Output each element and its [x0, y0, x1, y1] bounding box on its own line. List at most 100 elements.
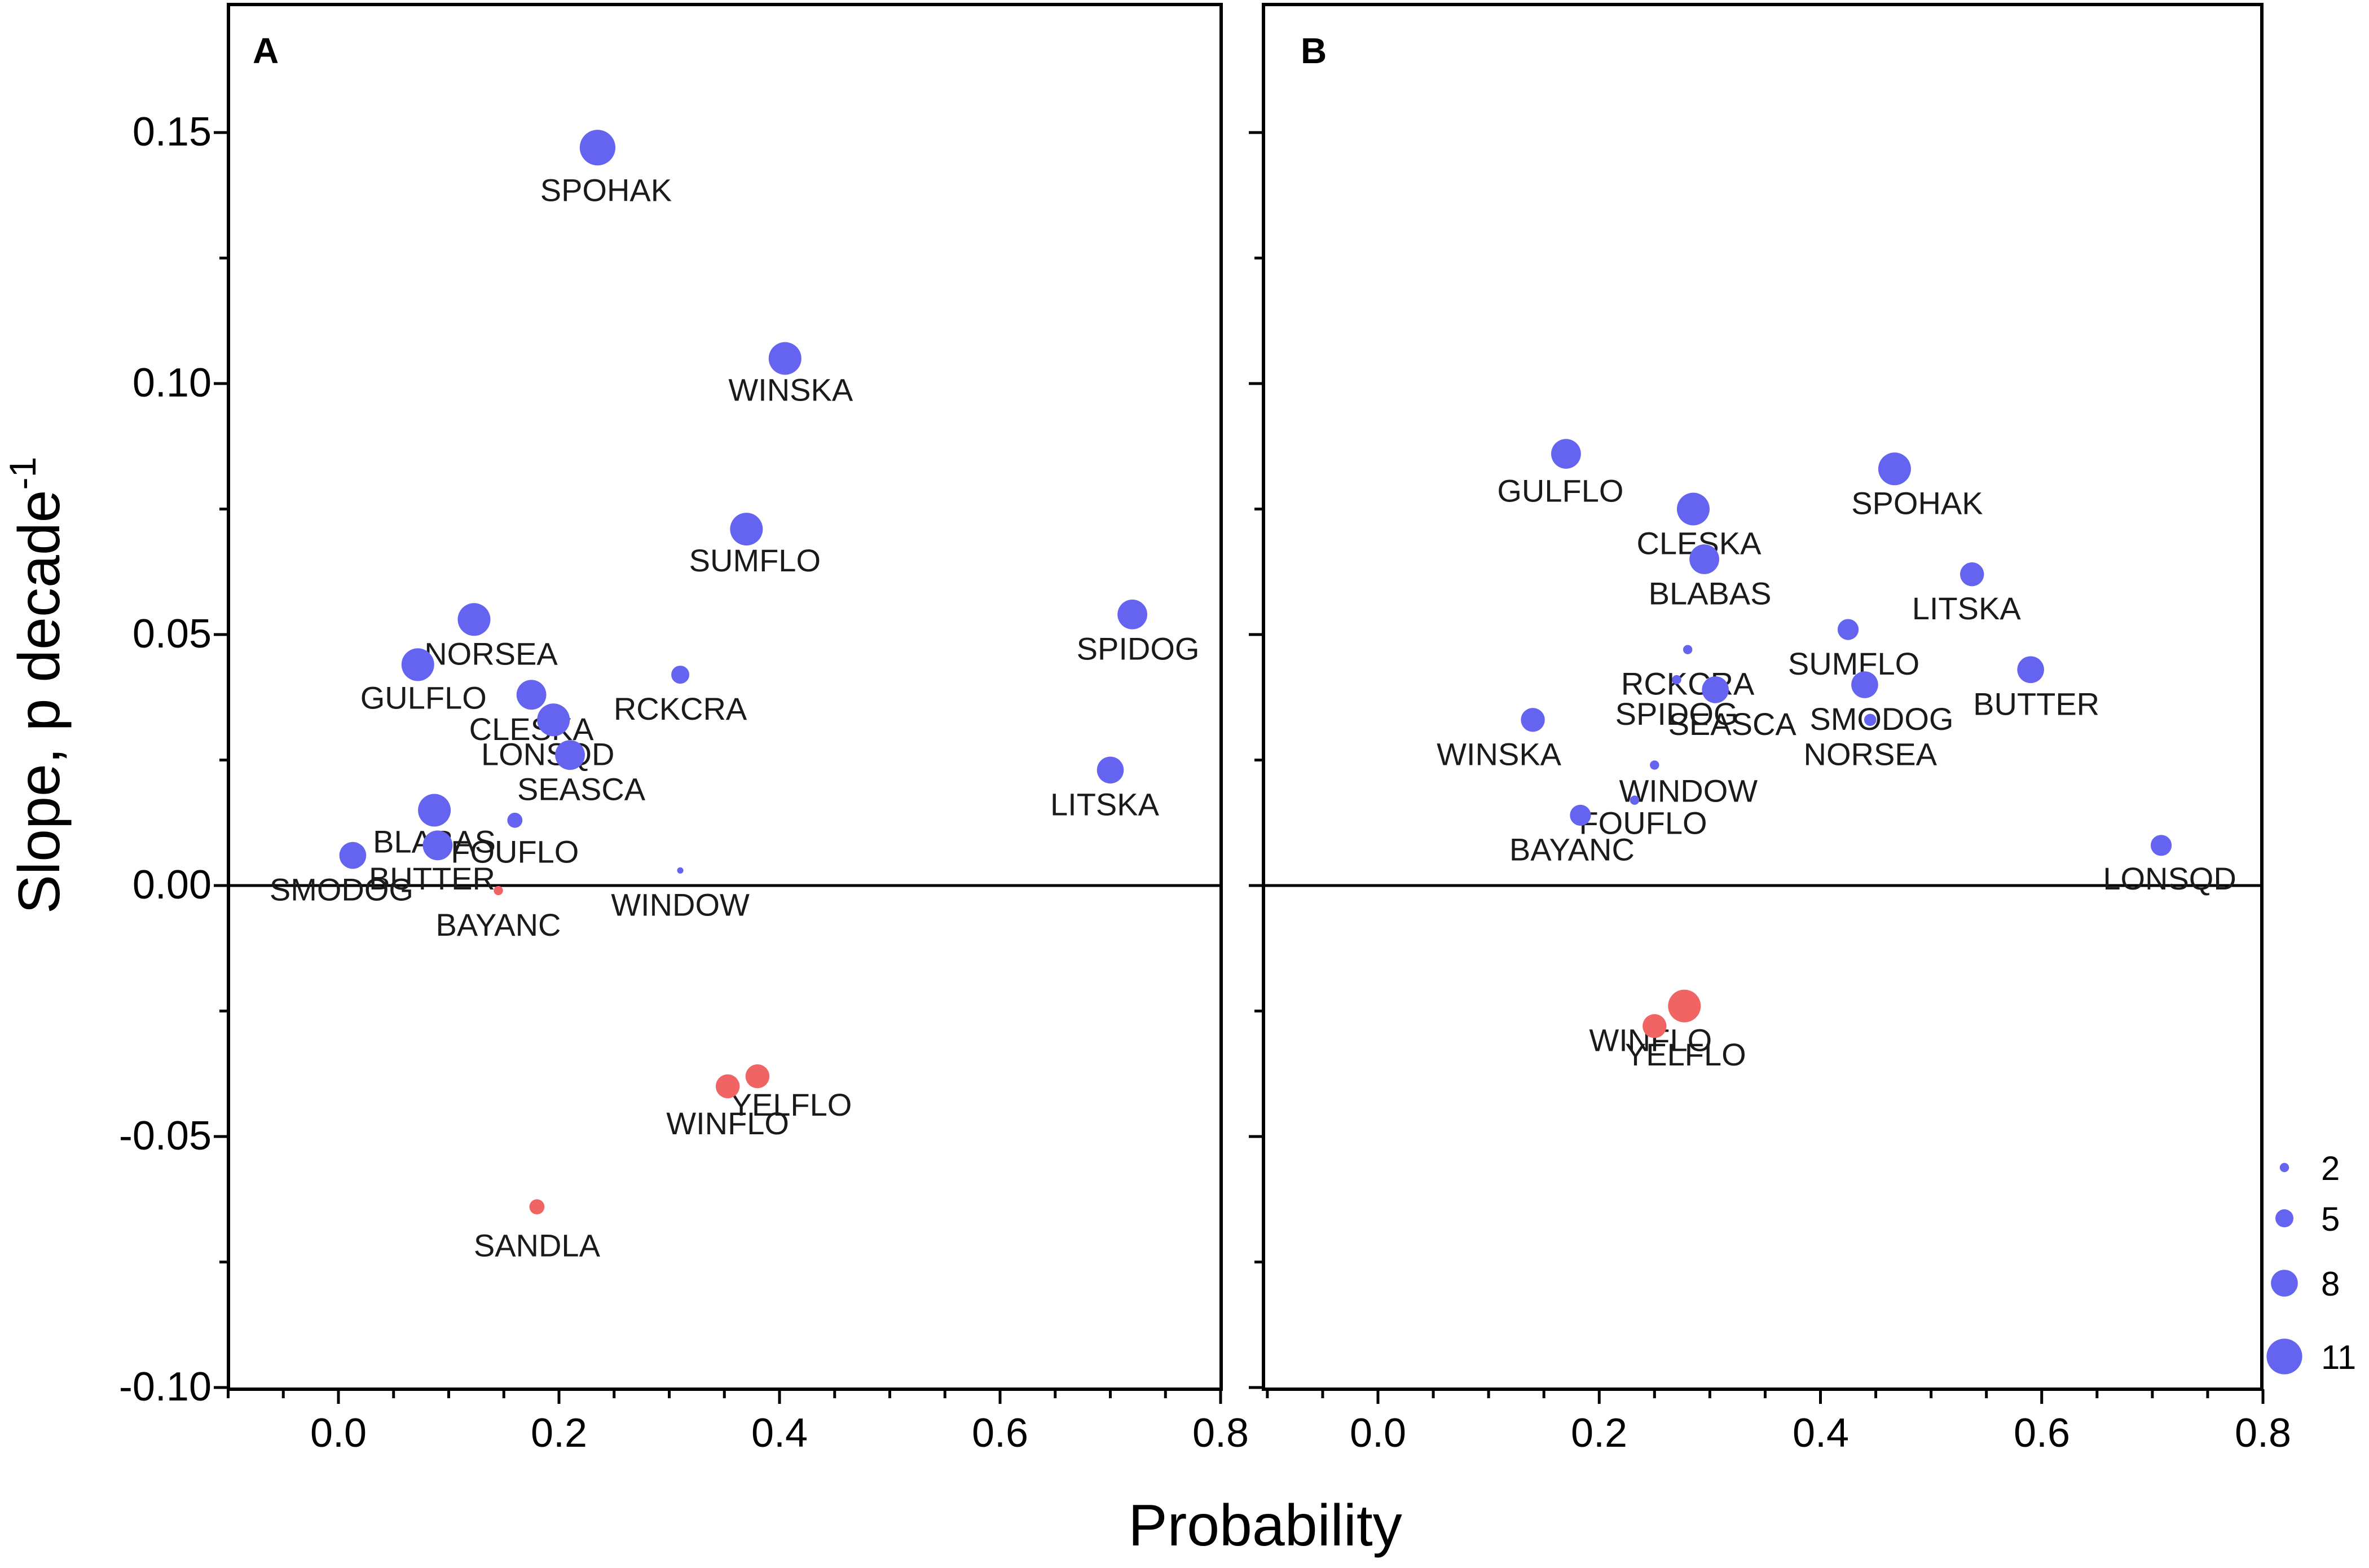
x-tick-label: 0.6 — [972, 1411, 1028, 1456]
point-winflo — [1668, 989, 1701, 1023]
y-tick-label: 0.00 — [133, 862, 212, 908]
panel-a-label: A — [253, 30, 279, 71]
point-rckcra — [671, 666, 690, 684]
point-sumflo — [1837, 619, 1859, 640]
point-label-butter: BUTTER — [369, 861, 495, 896]
legend-marker-8 — [2271, 1270, 2298, 1297]
panel-b-label: B — [1301, 30, 1327, 71]
point-label-blabas: BLABAS — [1649, 576, 1772, 611]
point-label-yelflo: YELFLO — [731, 1087, 852, 1122]
point-spidog — [1117, 600, 1147, 629]
point-norsea — [1864, 713, 1877, 726]
point-label-winflo: WINFLO — [666, 1105, 789, 1141]
point-label-lonsqd: LONSQD — [2103, 861, 2236, 896]
y-axis-title-superscript: -1 — [2, 457, 43, 490]
point-spidog — [1672, 675, 1681, 685]
point-label-seasca: SEASCA — [1668, 706, 1797, 742]
x-tick-label: 0.4 — [1793, 1411, 1849, 1456]
x-tick-label: 0.8 — [2235, 1411, 2291, 1456]
point-lonsqd — [2150, 835, 2172, 856]
point-label-yelflo: YELFLO — [1625, 1037, 1746, 1072]
point-yelflo — [1643, 1014, 1667, 1038]
point-yelflo — [745, 1064, 770, 1089]
point-lonsqd — [537, 703, 570, 737]
point-winflo — [715, 1074, 740, 1099]
point-seasca — [1702, 676, 1729, 703]
x-tick-label: 0.2 — [531, 1411, 587, 1456]
point-winska — [768, 342, 802, 375]
point-label-smodog: SMODOG — [270, 872, 413, 908]
y-tick-label: 0.10 — [133, 360, 212, 406]
point-label-bayanc: BAYANC — [1509, 831, 1635, 867]
point-spohak — [579, 130, 616, 166]
x-tick-label: 0.0 — [1350, 1411, 1406, 1456]
point-label-seasca: SEASCA — [517, 772, 646, 807]
point-label-window: WINDOW — [1619, 773, 1758, 808]
point-label-window: WINDOW — [611, 887, 750, 922]
y-tick-label: 0.15 — [133, 109, 212, 155]
point-label-butter: BUTTER — [1973, 686, 2099, 721]
point-label-rckcra: RCKCRA — [614, 691, 747, 726]
x-axis-title: Probability — [1128, 1493, 1402, 1558]
point-rckcra — [1683, 645, 1693, 654]
point-label-litska: LITSKA — [1912, 591, 2022, 626]
legend-marker-5 — [2275, 1209, 2293, 1227]
legend-label-11: 11 — [2321, 1338, 2356, 1376]
y-tick-label: -0.05 — [119, 1113, 212, 1159]
point-label-norsea: NORSEA — [1804, 736, 1938, 772]
point-label-norsea: NORSEA — [424, 636, 558, 671]
point-blabas — [1689, 544, 1719, 574]
panel-b-frame — [1262, 3, 2264, 1391]
point-litska — [1097, 756, 1124, 784]
point-gulflo — [1551, 439, 1581, 469]
x-tick-label: 0.8 — [1192, 1411, 1249, 1456]
point-label-gulflo: GULFLO — [360, 680, 487, 715]
legend-marker-2 — [2279, 1162, 2289, 1173]
point-bayanc — [1570, 804, 1591, 826]
point-spohak — [1878, 452, 1911, 486]
point-sandla — [529, 1199, 545, 1215]
point-label-spidog: SPIDOG — [1077, 631, 1200, 666]
point-label-rckcra: RCKCRA — [1621, 666, 1755, 702]
point-litska — [1960, 562, 1984, 587]
x-tick-labels-b: 0.0 0.2 0.4 0.6 0.8 — [1350, 1411, 2291, 1456]
point-butter — [422, 830, 453, 861]
point-smodog — [339, 842, 367, 869]
y-tick-label: 0.05 — [133, 611, 212, 657]
point-label-litska: LITSKA — [1050, 786, 1160, 822]
point-label-winska: WINSKA — [728, 372, 853, 408]
point-smodog — [1851, 671, 1878, 698]
point-label-sumflo: SUMFLO — [1788, 646, 1919, 681]
x-tick-labels-a: 0.0 0.2 0.4 0.6 0.8 — [310, 1411, 1249, 1456]
point-label-fouflo: FOUFLO — [451, 834, 579, 869]
y-tick-labels: 0.15 0.10 0.05 0.00 -0.05 -0.10 — [119, 109, 212, 1410]
point-label-fouflo: FOUFLO — [1579, 805, 1707, 841]
point-cleska — [1676, 492, 1710, 526]
legend-label-8: 8 — [2321, 1265, 2340, 1303]
point-label-lonsqd: LONSQD — [481, 736, 615, 772]
point-cleska — [516, 680, 547, 710]
point-sumflo — [730, 513, 763, 546]
x-tick-label: 0.4 — [751, 1411, 808, 1456]
y-axis-title: Slope, p decade-1 — [2, 457, 72, 914]
x-tick-label: 0.6 — [2014, 1411, 2070, 1456]
point-label-smodog: SMODOG — [1809, 701, 1953, 737]
x-tick-label: 0.0 — [310, 1411, 367, 1456]
point-label-spohak: SPOHAK — [1851, 485, 1983, 521]
legend-label-5: 5 — [2321, 1200, 2340, 1238]
y-tick-label: -0.10 — [119, 1364, 212, 1410]
legend: 2 5 8 11 — [2266, 1149, 2356, 1376]
point-label-winska: WINSKA — [1437, 736, 1562, 772]
point-butter — [2017, 656, 2044, 684]
data-points: SPOHAK WINSKA SUMFLO SPIDOG NORSEA GULFLO RCKC… — [270, 130, 2236, 1263]
point-fouflo — [1630, 795, 1640, 805]
point-label-gulflo: GULFLO — [1497, 473, 1623, 509]
point-norsea — [457, 603, 491, 636]
point-label-sandla: SANDLA — [474, 1228, 601, 1263]
point-seasca — [555, 740, 585, 770]
point-fouflo — [507, 812, 523, 828]
point-winska — [1521, 708, 1545, 732]
y-axis-title-main: Slope, p decade — [7, 490, 72, 914]
